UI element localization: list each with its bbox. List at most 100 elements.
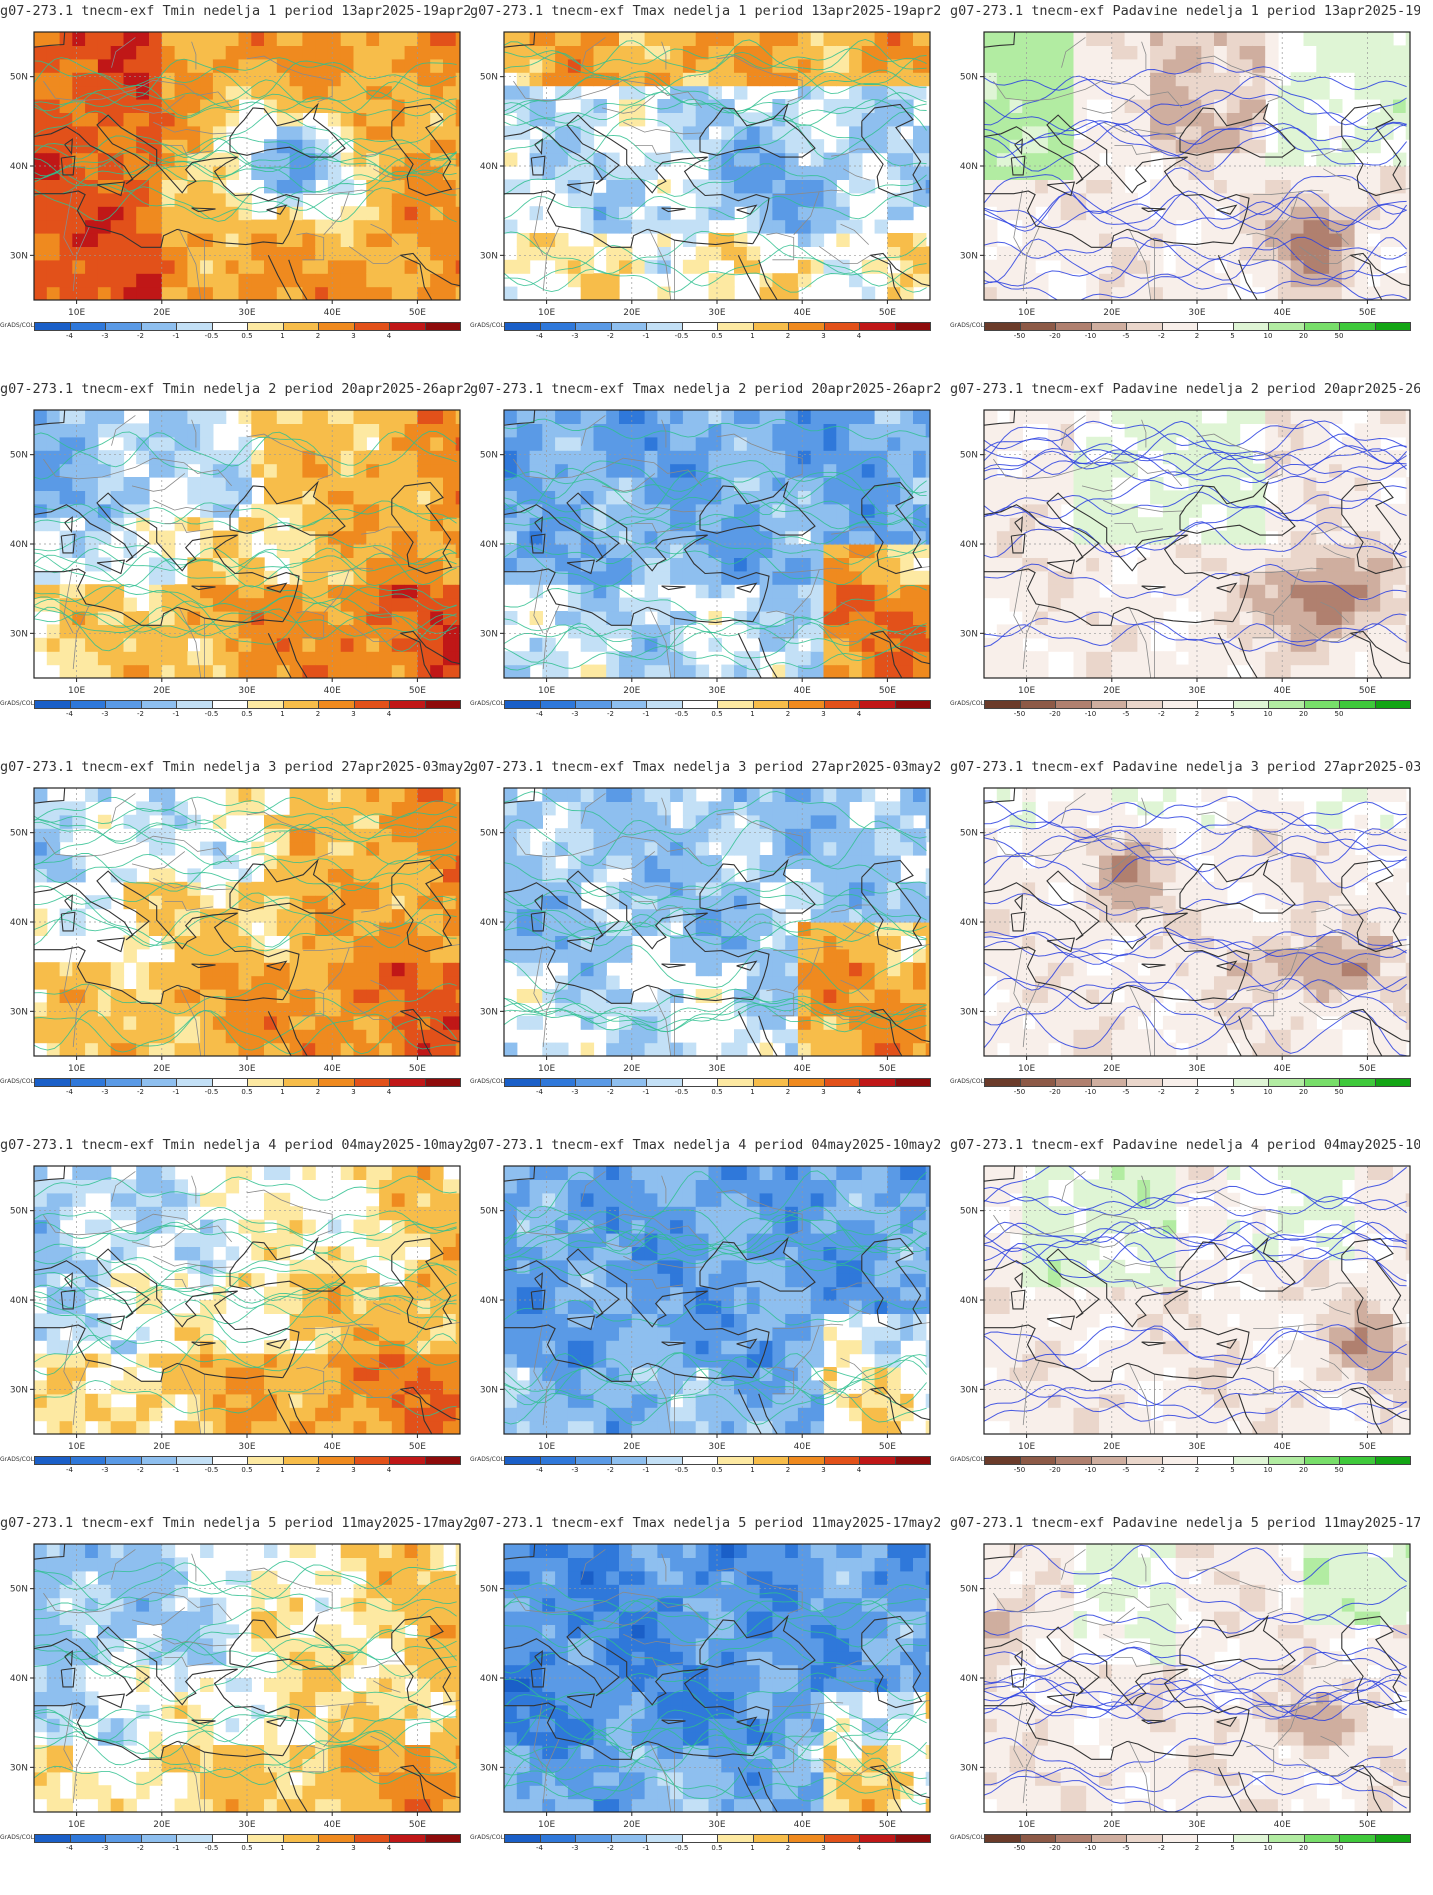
anomaly-field <box>504 1544 930 1812</box>
colorbar-label: 1 <box>750 332 755 340</box>
colorbar-swatch <box>282 1834 319 1843</box>
colorbar-label: -10 <box>1084 1088 1097 1096</box>
lat-tick-label: 30N <box>480 251 498 261</box>
colorbar-swatch <box>1197 1456 1234 1465</box>
colorbar-swatch <box>1339 1456 1376 1465</box>
colorbar-label: -3 <box>571 1466 579 1474</box>
lat-tick-label: 30N <box>480 1007 498 1017</box>
colorbar-brand: GrADS/COLA <box>470 1078 509 1085</box>
lat-tick-label: 30N <box>480 629 498 639</box>
colorbar-brand: GrADS/COLA <box>950 1456 989 1463</box>
colorbar-label: 20 <box>1299 1088 1308 1096</box>
lat-tick-label: 30N <box>960 1763 978 1773</box>
colorbar-swatch <box>646 1456 683 1465</box>
colorbar-label: 20 <box>1299 1844 1308 1852</box>
colorbar-swatch <box>984 322 1021 331</box>
colorbar-swatch <box>1303 322 1340 331</box>
lon-tick-label: 20E <box>1103 1442 1120 1452</box>
colorbar-swatch <box>176 1834 213 1843</box>
colorbar-brand: GrADS/COLA <box>470 322 509 329</box>
anomaly-field <box>984 410 1410 678</box>
colorbar-label: -4 <box>536 1844 543 1852</box>
lon-tick-label: 10E <box>1018 1820 1035 1830</box>
colorbar-label: 1 <box>750 1844 755 1852</box>
lon-tick-label: 20E <box>623 1820 640 1830</box>
colorbar-label: -4 <box>66 1844 73 1852</box>
colorbar-swatch <box>1161 322 1198 331</box>
lat-tick-label: 50N <box>480 829 498 839</box>
colorbar-swatch <box>140 1456 177 1465</box>
colorbar-label: -4 <box>66 710 73 718</box>
map-panel-p13: g07-273.1 tnecm-exf Padavine nedelja 1 p… <box>950 0 1420 378</box>
colorbar: GrADS/COLA -4 -3 -2 -1 -0.5 0.5 1 2 3 4 <box>470 700 940 722</box>
lon-tick-label: 50E <box>1359 308 1376 318</box>
colorbar-swatch <box>247 322 284 331</box>
colorbar-swatch <box>539 700 576 709</box>
lon-tick-label: 50E <box>1359 686 1376 696</box>
colorbar-swatch <box>389 700 426 709</box>
lon-tick-label: 50E <box>409 686 426 696</box>
colorbar-label: -10 <box>1084 1466 1097 1474</box>
lon-tick-label: 20E <box>623 1442 640 1452</box>
colorbar-label: 1 <box>750 1466 755 1474</box>
colorbar-swatch <box>318 1078 355 1087</box>
lat-tick-label: 50N <box>480 1207 498 1217</box>
colorbar-label: 50 <box>1334 1844 1344 1852</box>
colorbar-swatch <box>140 322 177 331</box>
lat-tick-label: 40N <box>960 918 978 928</box>
colorbar-label: -50 <box>1013 332 1026 340</box>
colorbar-label: 0.5 <box>711 1844 723 1852</box>
lon-tick-label: 30E <box>238 686 255 696</box>
map-plot: 10E 20E 30E 40E 50E 50N 40N 30N <box>480 787 931 1074</box>
colorbar-swatch <box>282 1456 319 1465</box>
panel-title: g07-273.1 tnecm-exf Tmin nedelja 3 perio… <box>0 759 470 775</box>
colorbar-swatch <box>859 1456 896 1465</box>
colorbar: GrADS/COLA -4 -3 -2 -1 -0.5 0.5 1 2 3 4 <box>470 1456 940 1478</box>
lon-tick-label: 30E <box>238 1442 255 1452</box>
colorbar-swatch <box>575 1456 612 1465</box>
colorbar-label: -50 <box>1013 1844 1026 1852</box>
anomaly-field <box>984 1544 1410 1812</box>
map-plot: 10E 20E 30E 40E 50E 50N 40N 30N <box>10 1165 461 1452</box>
colorbar-swatch <box>318 1834 355 1843</box>
colorbar-swatch <box>176 1456 213 1465</box>
colorbar-swatch <box>211 1834 248 1843</box>
map-plot: 10E 20E 30E 40E 50E 50N 40N 30N <box>10 787 461 1074</box>
colorbar-swatch <box>717 1456 754 1465</box>
colorbar-swatch <box>752 1456 789 1465</box>
colorbar-label: -0.5 <box>204 1466 219 1474</box>
lat-tick-label: 50N <box>960 1585 978 1595</box>
colorbar-label: 2 <box>1194 1088 1200 1096</box>
anomaly-field <box>504 788 930 1056</box>
colorbar-swatch <box>105 1456 142 1465</box>
lat-tick-label: 30N <box>960 1385 978 1395</box>
colorbar-label: 50 <box>1334 1088 1344 1096</box>
colorbar: GrADS/COLA -4 -3 -2 -1 -0.5 0.5 1 2 3 4 <box>0 700 470 722</box>
colorbar-label: -3 <box>101 1844 109 1852</box>
lon-tick-label: 30E <box>1188 308 1205 318</box>
lat-tick-label: 40N <box>10 1296 28 1306</box>
colorbar-swatch <box>1055 322 1092 331</box>
panel-title: g07-273.1 tnecm-exf Tmin nedelja 5 perio… <box>0 1515 470 1531</box>
lat-tick-label: 40N <box>10 540 28 550</box>
colorbar-swatch <box>211 1078 248 1087</box>
colorbar-swatch <box>247 1456 284 1465</box>
colorbar-label: -2 <box>1158 1844 1165 1852</box>
colorbar-swatch <box>1161 1078 1198 1087</box>
lon-tick-label: 10E <box>68 308 85 318</box>
lon-tick-label: 20E <box>153 1820 170 1830</box>
lon-tick-label: 50E <box>879 686 896 696</box>
colorbar-label: -2 <box>137 332 144 340</box>
anomaly-field <box>504 1166 930 1434</box>
colorbar-swatch <box>539 1456 576 1465</box>
colorbar-swatch <box>788 700 825 709</box>
colorbar-brand: GrADS/COLA <box>0 700 39 707</box>
lon-tick-label: 20E <box>153 1442 170 1452</box>
colorbar-swatch <box>353 322 390 331</box>
colorbar-swatch <box>389 1834 426 1843</box>
colorbar-swatch <box>1055 1456 1092 1465</box>
colorbar-label: 10 <box>1263 710 1273 718</box>
colorbar-label: -5 <box>1122 332 1130 340</box>
colorbar-label: 2 <box>785 1466 791 1474</box>
lon-tick-label: 50E <box>409 1064 426 1074</box>
